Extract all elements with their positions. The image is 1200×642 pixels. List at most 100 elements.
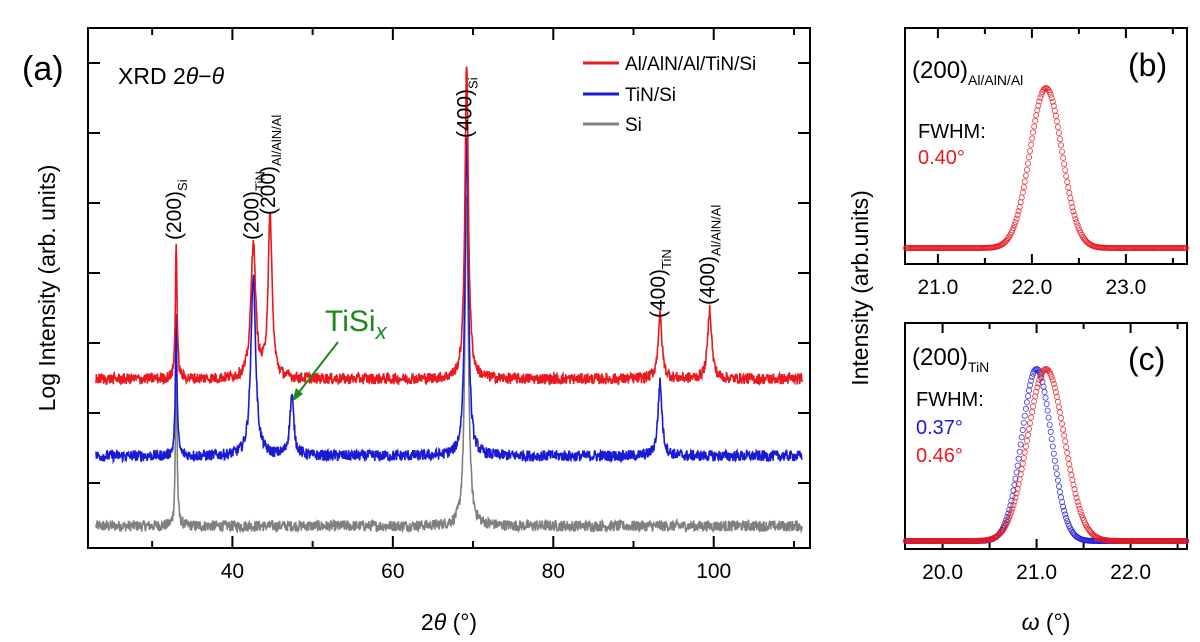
x-tick-label: 23.0 xyxy=(1105,276,1146,299)
tisix-label: TiSix xyxy=(325,305,388,344)
x-tick-label: 100 xyxy=(696,560,731,583)
data-point xyxy=(1021,178,1028,185)
data-point xyxy=(1008,508,1015,515)
data-point xyxy=(1029,373,1036,380)
data-point xyxy=(1035,380,1042,387)
data-point xyxy=(1044,407,1051,414)
data-point xyxy=(1051,384,1058,391)
data-point xyxy=(1019,426,1026,433)
data-point xyxy=(1028,414,1035,421)
panel-b-peak-label: (200)Al/AlN/Al xyxy=(912,57,1023,88)
data-point xyxy=(1052,464,1059,471)
data-point xyxy=(1012,494,1019,501)
data-point xyxy=(1020,184,1027,191)
peak-label-main: (200) xyxy=(257,166,280,215)
data-point xyxy=(1042,394,1049,401)
data-point xyxy=(1012,219,1019,226)
x-tick-label: 21.0 xyxy=(917,276,958,299)
series-line-alalnaltinsi xyxy=(95,66,803,387)
panel-c-fwhm-value-blue: 0.37° xyxy=(916,417,963,439)
data-point xyxy=(1059,148,1066,155)
peak-label-sub: Si xyxy=(466,77,481,89)
data-point xyxy=(1063,514,1070,521)
panel-a-xlabel: 2θ (°) xyxy=(421,609,477,635)
data-point xyxy=(1016,448,1023,455)
peak-label-sub: Al/AlN/Al xyxy=(709,205,724,256)
data-point xyxy=(1023,437,1030,444)
x-tick-label: 21.0 xyxy=(1016,561,1057,584)
data-point xyxy=(1046,421,1053,428)
peak-label-main: (400) xyxy=(454,89,477,138)
peak-label-sub: TiN xyxy=(659,249,674,269)
panel-a-ticks: 40 60 80 100 xyxy=(88,28,810,583)
data-point xyxy=(1028,141,1035,148)
x-tick-label: 22.0 xyxy=(1011,276,1052,299)
panel-b-fwhm-value: 0.40° xyxy=(918,147,965,169)
data-point xyxy=(1029,135,1036,142)
panel-a-peak-labels: (200)Si(200)TiN(200)Al/AlN/Al(400)Si(400… xyxy=(163,77,723,318)
data-point xyxy=(1023,166,1030,173)
data-point xyxy=(1048,374,1055,381)
data-point xyxy=(1049,98,1056,105)
series-line-si xyxy=(95,195,803,534)
data-point xyxy=(1049,377,1056,384)
data-point xyxy=(1071,212,1078,219)
data-point xyxy=(1027,382,1034,389)
panel-c-label: (c) xyxy=(1128,341,1165,377)
data-point xyxy=(1040,383,1047,390)
peak-label: (400)Al/AlN/Al xyxy=(697,205,724,305)
data-point xyxy=(1012,475,1019,482)
data-point xyxy=(1009,505,1016,512)
data-point xyxy=(1061,507,1068,514)
data-point xyxy=(1074,498,1081,505)
data-point xyxy=(1027,147,1034,154)
data-point xyxy=(1031,398,1038,405)
data-point xyxy=(1046,89,1053,96)
data-point xyxy=(1014,462,1021,469)
data-point xyxy=(1074,222,1081,229)
data-point xyxy=(1001,239,1008,246)
panel-b-ticks: 21.0 22.0 23.0 xyxy=(917,28,1174,299)
data-point xyxy=(1041,388,1048,395)
data-point xyxy=(1043,400,1050,407)
peak-label-main: (200) xyxy=(240,191,263,240)
data-point xyxy=(1020,455,1027,462)
data-point xyxy=(1077,509,1084,516)
data-point xyxy=(1043,85,1050,92)
data-point xyxy=(1022,443,1029,450)
data-point xyxy=(1016,203,1023,210)
data-point xyxy=(1053,471,1060,478)
data-point xyxy=(1076,505,1083,512)
data-point xyxy=(1000,526,1007,533)
data-point xyxy=(1035,102,1042,109)
data-point xyxy=(1060,154,1067,161)
data-point xyxy=(1054,124,1061,131)
data-point xyxy=(1058,414,1065,421)
panel-a-title: XRD 2θ−θ xyxy=(118,63,225,89)
data-point xyxy=(1007,502,1014,509)
tisix-annotation: TiSix xyxy=(292,305,388,402)
data-point xyxy=(1033,388,1040,395)
data-point xyxy=(1073,494,1080,501)
data-point xyxy=(1065,184,1072,191)
legend: Al/AlN/Al/TiN/Si TiN/Si Si xyxy=(583,54,756,136)
data-point xyxy=(1059,420,1066,427)
data-point xyxy=(1064,518,1071,525)
peak-label-sub: Al/AlN/Al xyxy=(269,115,284,166)
data-point xyxy=(1078,512,1085,519)
data-point xyxy=(1064,449,1071,456)
data-point xyxy=(996,531,1003,538)
data-point xyxy=(1025,160,1032,167)
shared-ylabel: Intensity (arb.units) xyxy=(847,190,873,386)
data-point xyxy=(1068,471,1075,478)
data-point xyxy=(1072,215,1079,222)
data-point xyxy=(1073,219,1080,226)
data-point xyxy=(1045,414,1052,421)
data-point xyxy=(1022,405,1029,412)
data-point xyxy=(1058,494,1065,501)
data-point xyxy=(1056,483,1063,490)
data-point xyxy=(1047,428,1054,435)
x-tick-label: 22.0 xyxy=(1110,561,1151,584)
data-point xyxy=(1183,538,1190,545)
data-point xyxy=(1028,377,1035,384)
